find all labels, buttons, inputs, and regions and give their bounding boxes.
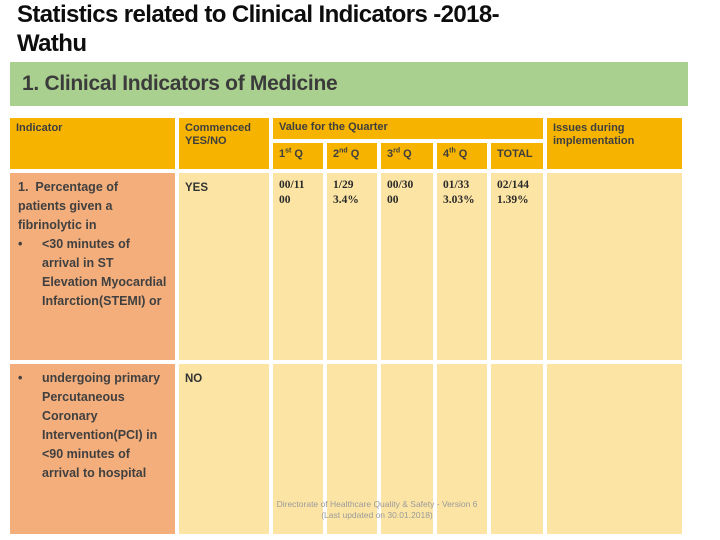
bullet-marker: • <box>18 237 23 251</box>
q4-value-cell <box>437 364 487 534</box>
table-row: • undergoing primary Percutaneous Corona… <box>10 364 682 534</box>
q1-value-cell <box>273 364 323 534</box>
table-row: 1. Percentage of patients given a fibrin… <box>10 173 682 360</box>
q2-value-cell <box>327 364 377 534</box>
commenced-value: YES <box>185 182 209 194</box>
commenced-cell: YES <box>179 173 269 360</box>
q2-value-cell: 1/29 3.4% <box>327 173 377 360</box>
indicator-bullet-text: <30 minutes of arrival in ST Elevation M… <box>42 237 167 308</box>
footer-line1: Directorate of Healthcare Quality & Safe… <box>276 499 478 509</box>
total-value-cell <box>491 364 543 534</box>
footer-line2: (Last updated on 30.01.2018) <box>321 510 433 520</box>
col-header-q3: 3rd Q <box>381 143 433 169</box>
q4-value-cell: 01/33 3.03% <box>437 173 487 360</box>
col-header-q1: 1st Q <box>273 143 323 169</box>
q3-value-cell <box>381 364 433 534</box>
slide-title: Statistics related to Clinical Indicator… <box>17 0 677 58</box>
col-header-value-group: Value for the Quarter <box>273 118 543 139</box>
clinical-indicators-table: Indicator Commenced YES/NO Value for the… <box>6 114 686 538</box>
indicator-bullet-item: • undergoing primary Percutaneous Corona… <box>18 369 169 483</box>
col-header-q2: 2nd Q <box>327 143 377 169</box>
q1-value-cell: 00/11 00 <box>273 173 323 360</box>
total-value-cell: 02/144 1.39% <box>491 173 543 360</box>
section-banner: 1. Clinical Indicators of Medicine <box>10 62 688 106</box>
issues-cell <box>547 364 682 534</box>
slide-title-line2: Wathu <box>17 30 87 57</box>
section-banner-label: 1. Clinical Indicators of Medicine <box>22 72 338 95</box>
col-header-indicator: Indicator <box>10 118 175 169</box>
indicator-cell: • undergoing primary Percutaneous Corona… <box>10 364 175 534</box>
col-header-issues: Issues during implementation <box>547 118 682 169</box>
bullet-marker: • <box>18 371 23 385</box>
slide-footer: Directorate of Healthcare Quality & Safe… <box>217 499 537 521</box>
indicator-intro-text: 1. Percentage of patients given a fibrin… <box>18 180 122 232</box>
col-header-q4: 4th Q <box>437 143 487 169</box>
col-header-total: TOTAL <box>491 143 543 169</box>
commenced-cell: NO <box>179 364 269 534</box>
q3-value-cell: 00/30 00 <box>381 173 433 360</box>
col-header-commenced: Commenced YES/NO <box>179 118 269 169</box>
indicator-bullet-text: undergoing primary Percutaneous Coronary… <box>42 371 161 480</box>
commenced-value: NO <box>185 373 203 385</box>
issues-cell <box>547 173 682 360</box>
indicator-cell: 1. Percentage of patients given a fibrin… <box>10 173 175 360</box>
slide-title-line1: Statistics related to Clinical Indicator… <box>17 1 500 28</box>
indicator-bullet-item: • <30 minutes of arrival in ST Elevation… <box>18 235 169 311</box>
